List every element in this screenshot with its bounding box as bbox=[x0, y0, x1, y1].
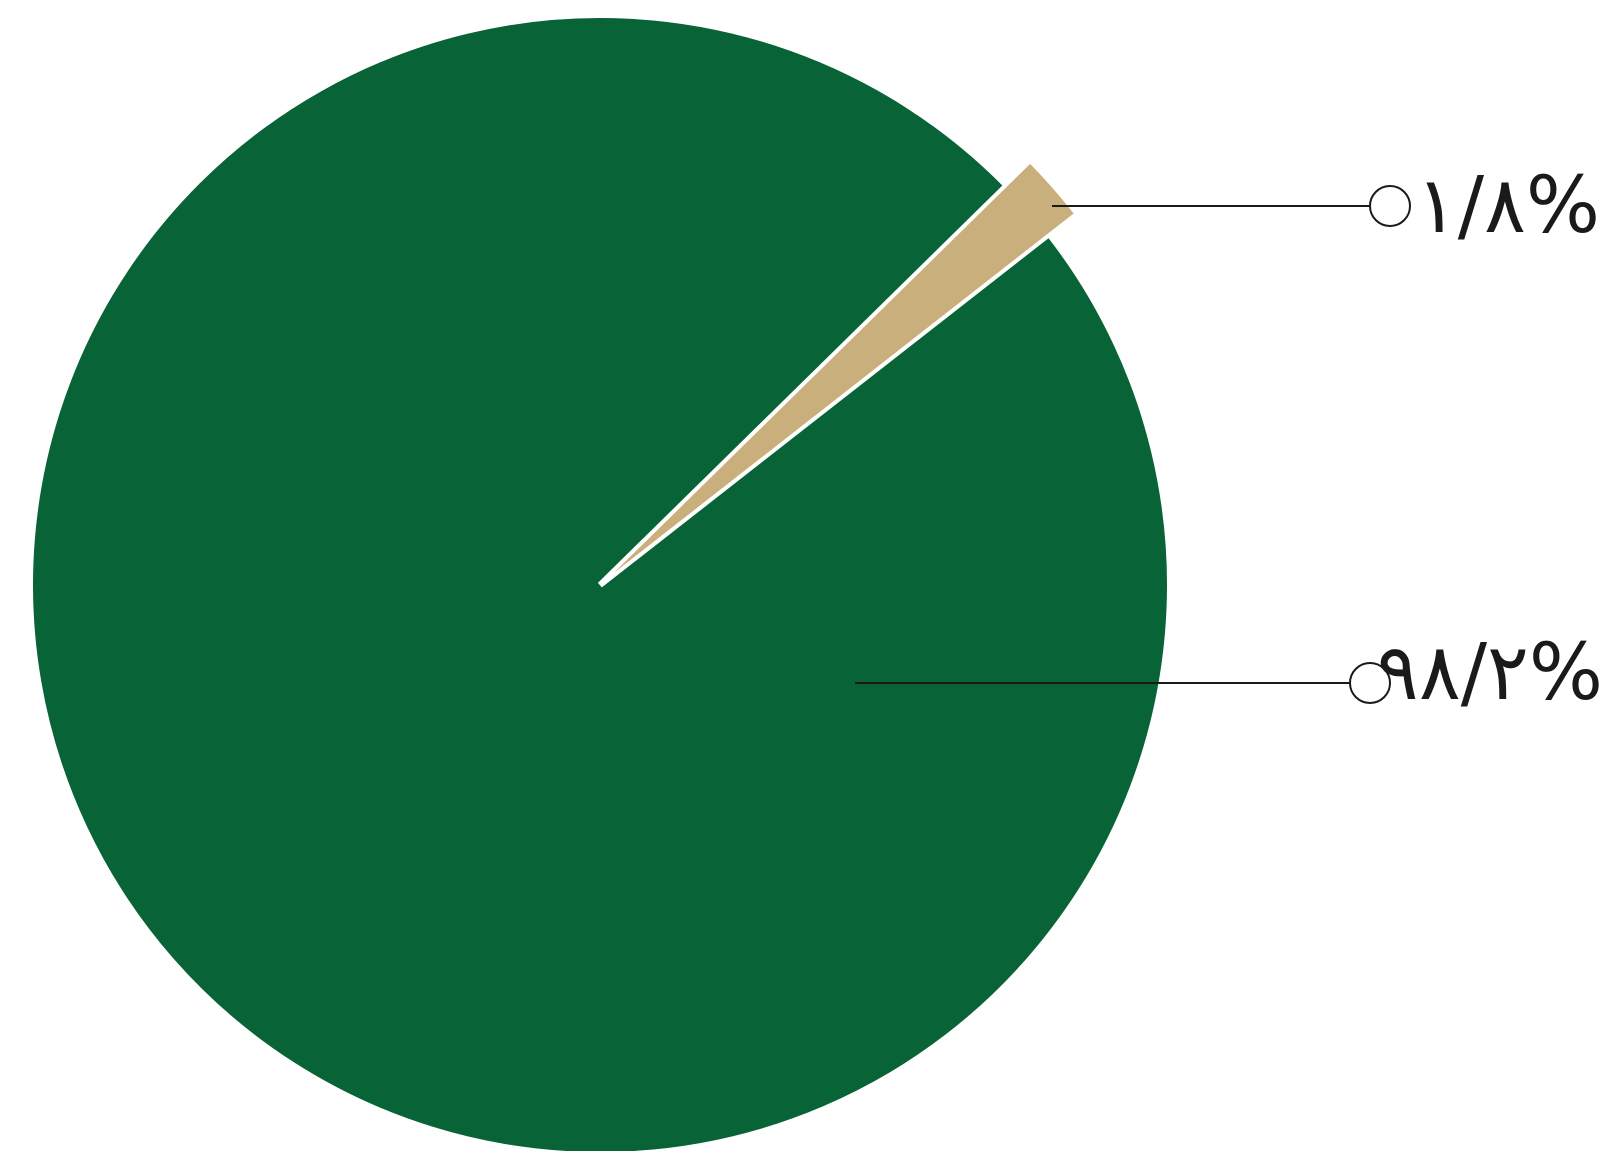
leader-marker-large bbox=[1349, 662, 1391, 704]
slice-label-small: ۱/۸% bbox=[1416, 161, 1600, 251]
pie-slice-large bbox=[27, 12, 1174, 1151]
slice-label-large: ۹۸/۲% bbox=[1377, 628, 1603, 718]
pie-slice-small bbox=[613, 163, 1074, 574]
leader-marker-small bbox=[1369, 185, 1411, 227]
